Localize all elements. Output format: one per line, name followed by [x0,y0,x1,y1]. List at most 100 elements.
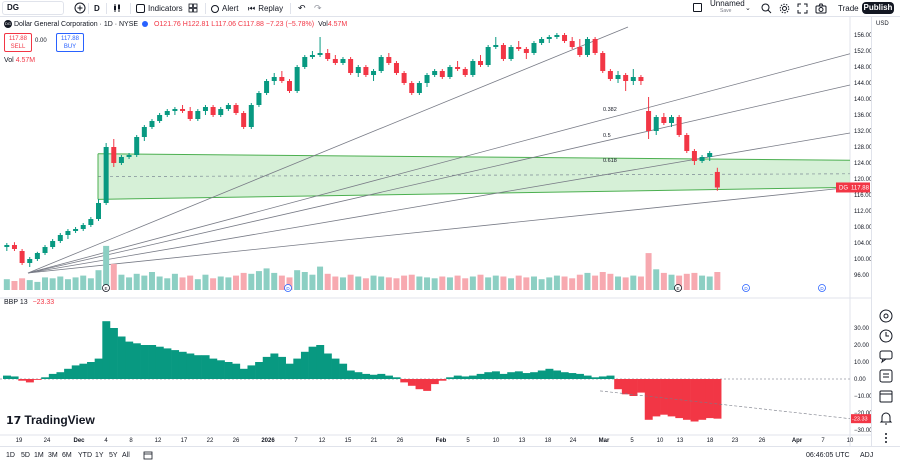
bbp-axis[interactable]: 30.00 20.00 10.00 0.00 −10.00 −20.00 −30.00 -23… [851,326,871,434]
ideas-icon[interactable] [877,367,895,385]
range-button-3m[interactable]: 3M [48,452,58,459]
date-range-calendar-icon[interactable] [143,450,153,460]
fib-label: 0.5 [603,133,611,139]
bbp-bar [56,372,65,379]
volume-bar [332,276,339,290]
bbp-bar [331,358,340,379]
bbp-bar [339,363,348,379]
fan-trendlines[interactable] [27,26,851,274]
range-button-1m[interactable]: 1M [34,452,44,459]
volume-bar [126,277,133,290]
candlesticks [4,33,720,267]
clock-readout[interactable]: 06:46:05 UTC [806,452,850,459]
volume-bar [622,277,629,290]
calendar-icon[interactable] [877,387,895,405]
bbp-bar [377,373,386,379]
layout-save-status: Save [720,8,732,14]
target-icon[interactable] [877,307,895,325]
alert-button[interactable]: Alert [211,1,238,16]
volume-bar [3,279,10,290]
volume-bar [217,276,224,290]
legend-symbol-row: DG Dollar General Corporation · 1D · NYS… [4,20,347,29]
layout-name[interactable]: Unnamed [710,0,745,8]
range-button-1d[interactable]: 1D [6,452,15,459]
replay-button[interactable]: ⏮ Replay [248,1,283,16]
volume-bar [118,274,125,290]
candles-style-icon[interactable] [112,3,122,13]
price-tick-label: 104.00 [854,241,871,247]
redo-icon[interactable]: ↷ [314,3,322,13]
bbp-bar [698,379,707,420]
range-button-ytd[interactable]: YTD [78,452,92,459]
currency-label[interactable]: USD [876,21,889,27]
indicators-button[interactable]: Indicators [136,1,183,16]
range-button-all[interactable]: All [122,452,130,459]
trade-button[interactable]: Trade [838,4,859,13]
volume-bar [607,273,614,290]
compare-plus-icon[interactable] [74,2,86,14]
candle-body [325,53,331,59]
time-axis[interactable]: 19 24 Dec 4 8 12 17 22 26 2026 7 12 15 21 26 Feb 5 10 13 18… [16,438,854,444]
volume-bar [148,272,155,290]
layout-checkbox[interactable] [693,3,702,12]
more-menu-icon[interactable] [877,429,895,447]
price-tick-label: 140.00 [854,97,871,103]
price-axis[interactable]: 96.00 100.00 104.00 108.00 112.00 116.00 120.0… [836,33,871,279]
volume-bar [34,281,41,290]
volume-bar [19,278,26,290]
time-tick-label: 26 [759,438,766,444]
range-button-1y[interactable]: 1Y [95,452,104,459]
undo-icon[interactable]: ↶ [298,3,306,13]
bbp-label[interactable]: BBP 13 [4,299,28,306]
bell-icon[interactable] [877,409,895,427]
publish-button[interactable]: Publish [862,2,894,14]
bbp-bar [537,370,546,379]
range-button-6m[interactable]: 6M [62,452,72,459]
candle-body [531,43,537,53]
time-tick-label: 12 [319,438,326,444]
support-band-midline [97,173,851,177]
symbol-search[interactable]: DG [2,1,64,15]
candle-body [577,47,583,55]
bbp-histogram [0,321,851,422]
bottom-toolbar: 1D 5D 1M 3M 6M YTD 1Y 5Y All 06:46:05 UTC ADJ [0,446,900,463]
event-marker [102,284,110,292]
quick-search-icon[interactable] [761,3,772,14]
price-tick-label: 144.00 [854,81,871,87]
candle-body [88,219,94,225]
candle-body [355,67,361,73]
volume-bar [660,272,667,290]
volume-bar [286,277,293,290]
bbp-bar [109,328,118,379]
adjustment-toggle[interactable]: ADJ [860,452,874,459]
bbp-value: −23.33 [32,299,55,306]
support-band[interactable] [97,153,851,200]
bbp-bar [41,377,50,379]
buy-button[interactable]: 117.88 BUY [56,33,84,52]
chevron-down-icon[interactable]: ⌄ [745,5,751,12]
chat-icon[interactable] [877,347,895,365]
range-button-5d[interactable]: 5D [21,452,30,459]
sell-button[interactable]: 117.88 SELL [4,33,32,52]
bbp-bar [117,336,126,379]
bbp-bar [522,373,531,379]
volume-bar [515,275,522,290]
candle-body [584,39,590,55]
bbp-bar [560,372,569,379]
interval-button[interactable]: D [94,4,100,13]
settings-gear-icon[interactable] [779,3,790,14]
clock-icon[interactable] [877,327,895,345]
bbp-bar [621,379,630,395]
bbp-bar [644,379,653,420]
range-button-5y[interactable]: 5Y [109,452,118,459]
volume-bar [339,277,346,290]
price-tick-label: 124.00 [854,161,871,167]
sell-buy-panel: 117.88 SELL 0.00 117.88 BUY [4,33,84,52]
camera-icon[interactable] [815,3,827,14]
templates-icon[interactable] [188,3,198,13]
fullscreen-icon[interactable] [797,3,808,14]
bbp-bar [209,358,218,379]
legend-title[interactable]: Dollar General Corporation · 1D · NYSE [13,21,139,28]
bbp-bar [423,379,432,391]
